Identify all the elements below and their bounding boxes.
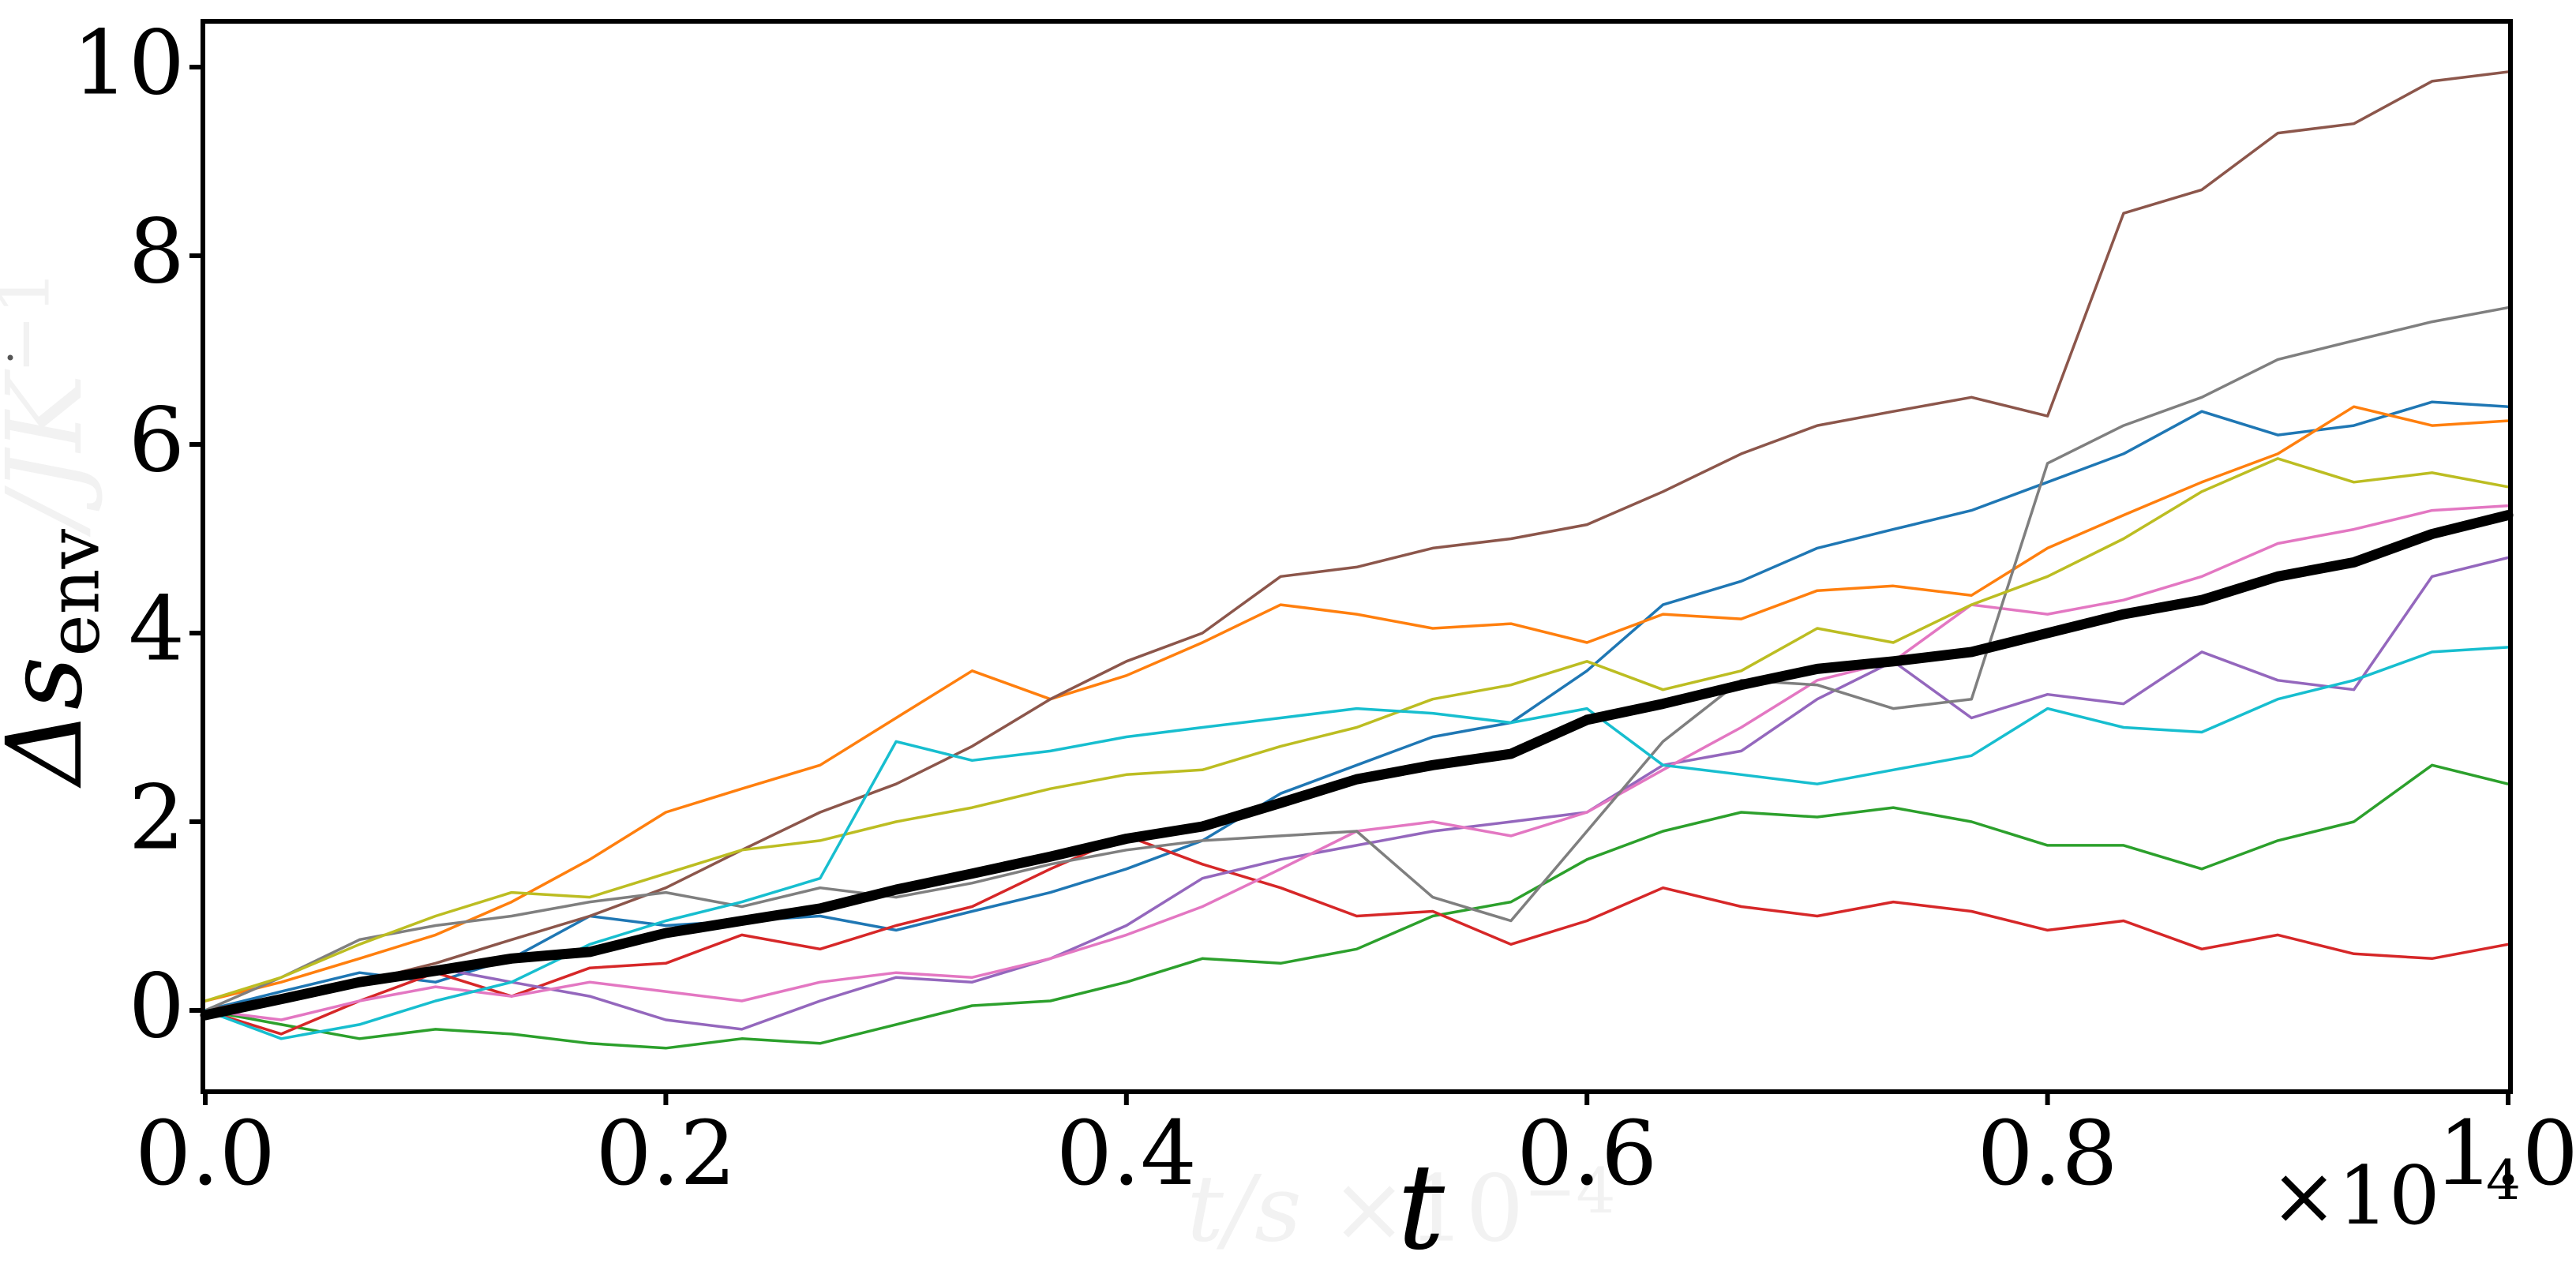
offset-exponent: −4 xyxy=(2439,1149,2521,1212)
series-line-trajectory-olive xyxy=(204,457,2510,1003)
series-line-trajectory-gray xyxy=(204,305,2510,1012)
y-axis-label-subscript: env xyxy=(33,528,116,657)
x-axis-ghost-times10: ×10 xyxy=(1301,1156,1524,1263)
x-tick-label-1.0: 1.0 xyxy=(2437,1103,2576,1205)
y-axis-label-ghost-superscript: −1 xyxy=(0,269,66,374)
x-tick-label-0.2: 0.2 xyxy=(595,1103,737,1205)
offset-times10: ×10 xyxy=(2270,1149,2440,1244)
y-tick-label-6: 6 xyxy=(128,389,185,493)
series-line-trajectory-brown xyxy=(204,70,2510,1012)
x-tick-label-0.0: 0.0 xyxy=(134,1103,276,1205)
series-line-ensemble-mean xyxy=(200,510,2514,1021)
y-axis-label: Δsenv/JK−1 xyxy=(0,269,116,785)
axes-frame xyxy=(201,19,2513,1094)
series-line-trajectory-orange xyxy=(204,405,2510,1003)
series-line-trajectory-blue xyxy=(204,400,2510,1012)
x-tick-label-0.4: 0.4 xyxy=(1056,1103,1197,1205)
x-tick-label-0.6: 0.6 xyxy=(1517,1103,1658,1205)
series-line-trajectory-red xyxy=(204,834,2510,1036)
series-line-trajectory-pink xyxy=(204,504,2510,1021)
stray-speck xyxy=(7,354,13,361)
x-axis-offset-label: ×10−4 xyxy=(2270,1153,2521,1237)
y-tick-label-10: 10 xyxy=(72,12,185,115)
x-axis-label: t xyxy=(1397,1139,1445,1276)
y-axis-label-ghost: /JK xyxy=(0,373,107,529)
series-line-trajectory-cyan xyxy=(204,646,2510,1040)
y-tick-label-4: 4 xyxy=(128,578,185,681)
series-line-trajectory-green xyxy=(204,763,2510,1050)
y-axis-label-main: Δs xyxy=(0,656,107,785)
x-axis-label-ghost: t/s ×10−4 xyxy=(1187,1160,1615,1255)
y-tick-label-8: 8 xyxy=(128,201,185,304)
x-axis-ghost-ts: t/s xyxy=(1187,1156,1302,1263)
series-line-trajectory-purple xyxy=(204,556,2510,1031)
y-tick-label-2: 2 xyxy=(128,766,185,870)
x-axis-ghost-exponent: −4 xyxy=(1524,1155,1616,1227)
y-tick-label-0: 0 xyxy=(128,955,185,1059)
x-tick-label-0.8: 0.8 xyxy=(1977,1103,2118,1205)
